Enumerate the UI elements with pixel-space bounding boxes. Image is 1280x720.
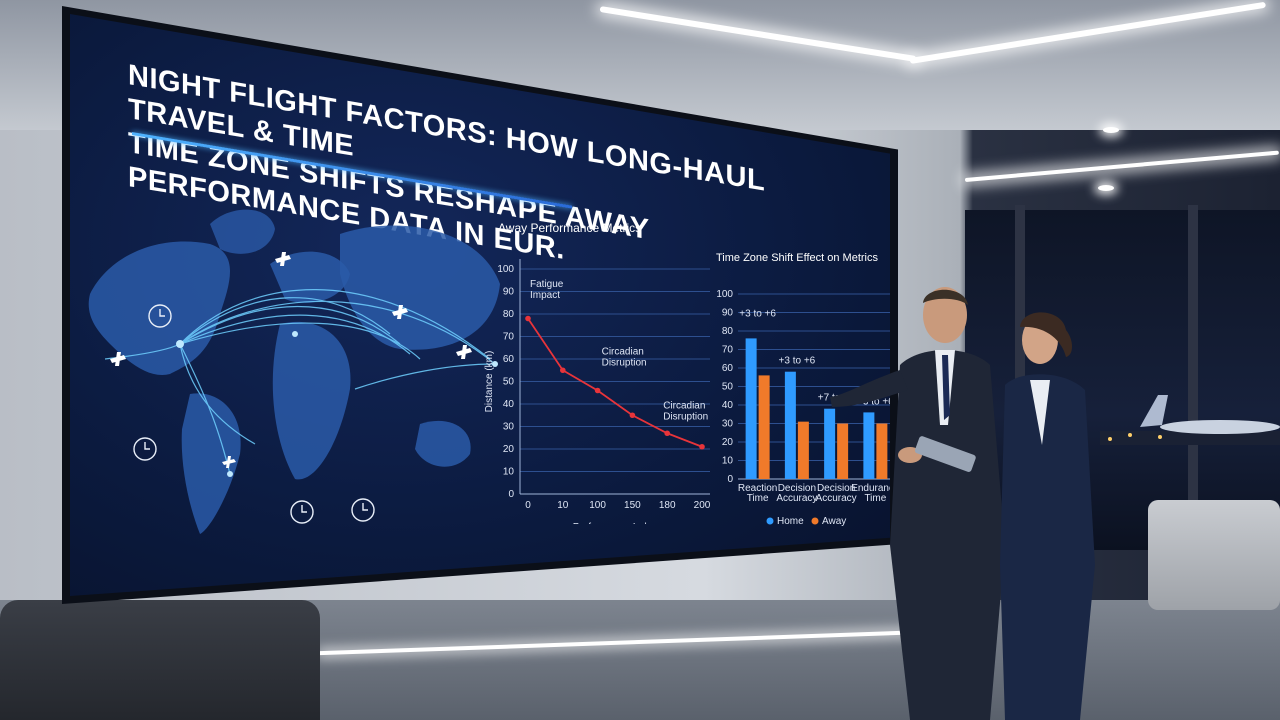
legend-swatch xyxy=(811,517,819,525)
category-label: Reaction Time xyxy=(738,483,777,504)
bar xyxy=(745,338,757,479)
y-tick-label: 40 xyxy=(503,399,515,410)
y-tick-label: 100 xyxy=(716,289,733,300)
y-tick-label: 60 xyxy=(722,363,734,374)
x-tick-label: 0 xyxy=(525,500,531,511)
annotation: Circadian Disruption xyxy=(602,347,647,369)
armchair xyxy=(1148,500,1280,610)
x-axis-label: Performance Index xyxy=(573,522,658,524)
continent-africa xyxy=(272,321,351,480)
two-presenters xyxy=(830,287,1095,720)
y-tick-label: 50 xyxy=(503,377,515,388)
data-point xyxy=(664,430,670,437)
y-tick-label: 10 xyxy=(722,456,734,467)
time-zone-shift-chart: Time Zone Shift Effect on Metrics 0 10 20 30… xyxy=(716,252,890,527)
y-tick-label: 30 xyxy=(503,422,515,433)
city-nodes xyxy=(176,331,498,477)
y-tick-label: 30 xyxy=(722,419,734,430)
presenter-man xyxy=(830,287,1005,720)
x-tick-label: 150 xyxy=(624,500,641,511)
bar xyxy=(863,412,875,479)
y-tick-label: 0 xyxy=(508,489,514,500)
y-tick-label: 90 xyxy=(722,308,734,319)
data-point xyxy=(629,412,636,419)
continent-south-america xyxy=(181,393,241,534)
flight-routes xyxy=(104,289,496,475)
series-line xyxy=(527,317,703,448)
downlight xyxy=(1103,127,1119,133)
y-tick-label: 70 xyxy=(722,345,734,356)
x-tick-label: 200 xyxy=(694,500,711,511)
y-tick-label: 100 xyxy=(497,264,514,275)
y-tick-label: 90 xyxy=(503,287,515,298)
shift-annotation: +3 to +6 xyxy=(739,308,776,319)
display-screen: NIGHT FLIGHT FACTORS: HOW LONG-HAUL TRAV… xyxy=(70,14,890,596)
x-tick-label: 180 xyxy=(659,500,676,511)
downlight xyxy=(1098,185,1114,191)
y-axis-label: Distance (km) xyxy=(484,351,495,413)
y-tick-label: 70 xyxy=(503,332,515,343)
data-point xyxy=(594,387,601,394)
parked-airplane xyxy=(1100,395,1280,445)
data-point xyxy=(699,443,705,450)
sofa xyxy=(0,600,320,720)
data-point xyxy=(560,367,566,374)
category-label: Decision Accuracy xyxy=(776,483,817,504)
annotation: Fatigue Impact xyxy=(530,279,564,301)
away-performance-chart: Away Performance Metrics 0 10 20 30 40 50 60 70 8… xyxy=(484,221,711,524)
y-tick-label: 40 xyxy=(722,400,734,411)
x-tick-label: 100 xyxy=(589,500,606,511)
airplane-icon xyxy=(110,252,472,468)
y-tick-label: 0 xyxy=(727,474,733,485)
shift-annotation: +3 to +6 xyxy=(779,356,816,367)
bar xyxy=(758,375,770,479)
y-tick-label: 20 xyxy=(503,444,515,455)
continent-asia xyxy=(340,225,500,350)
y-tick-label: 80 xyxy=(503,309,515,320)
bar xyxy=(876,423,888,479)
y-tick-label: 60 xyxy=(503,354,515,365)
category-label: Decision Accuracy xyxy=(816,483,857,504)
continent-north-america xyxy=(88,241,231,375)
x-tick-label: 10 xyxy=(557,500,569,511)
continent-australia xyxy=(415,420,471,467)
shift-annotation: +3 to +6 xyxy=(857,396,890,407)
y-tick-label: 80 xyxy=(722,326,734,337)
legend-label: Home xyxy=(777,516,804,527)
legend-swatch xyxy=(766,517,774,525)
chart-title: Time Zone Shift Effect on Metrics xyxy=(716,252,879,264)
continent-greenland xyxy=(210,209,275,254)
bar xyxy=(797,421,809,479)
window-mullion xyxy=(1188,205,1198,550)
clock-icon xyxy=(133,304,375,524)
y-tick-label: 10 xyxy=(503,467,515,478)
presenter-woman xyxy=(1000,312,1095,720)
annotation: Circadian Disruption xyxy=(663,401,708,423)
bar xyxy=(784,371,796,479)
legend-label: Away xyxy=(822,516,846,527)
y-tick-label: 50 xyxy=(722,382,734,393)
data-point xyxy=(525,315,531,322)
bar xyxy=(824,408,836,479)
world-map xyxy=(88,209,500,534)
chart-title: Away Performance Metrics xyxy=(498,221,641,235)
category-label: Endurance Time xyxy=(851,483,890,504)
y-tick-label: 20 xyxy=(722,437,734,448)
bar xyxy=(837,423,849,479)
